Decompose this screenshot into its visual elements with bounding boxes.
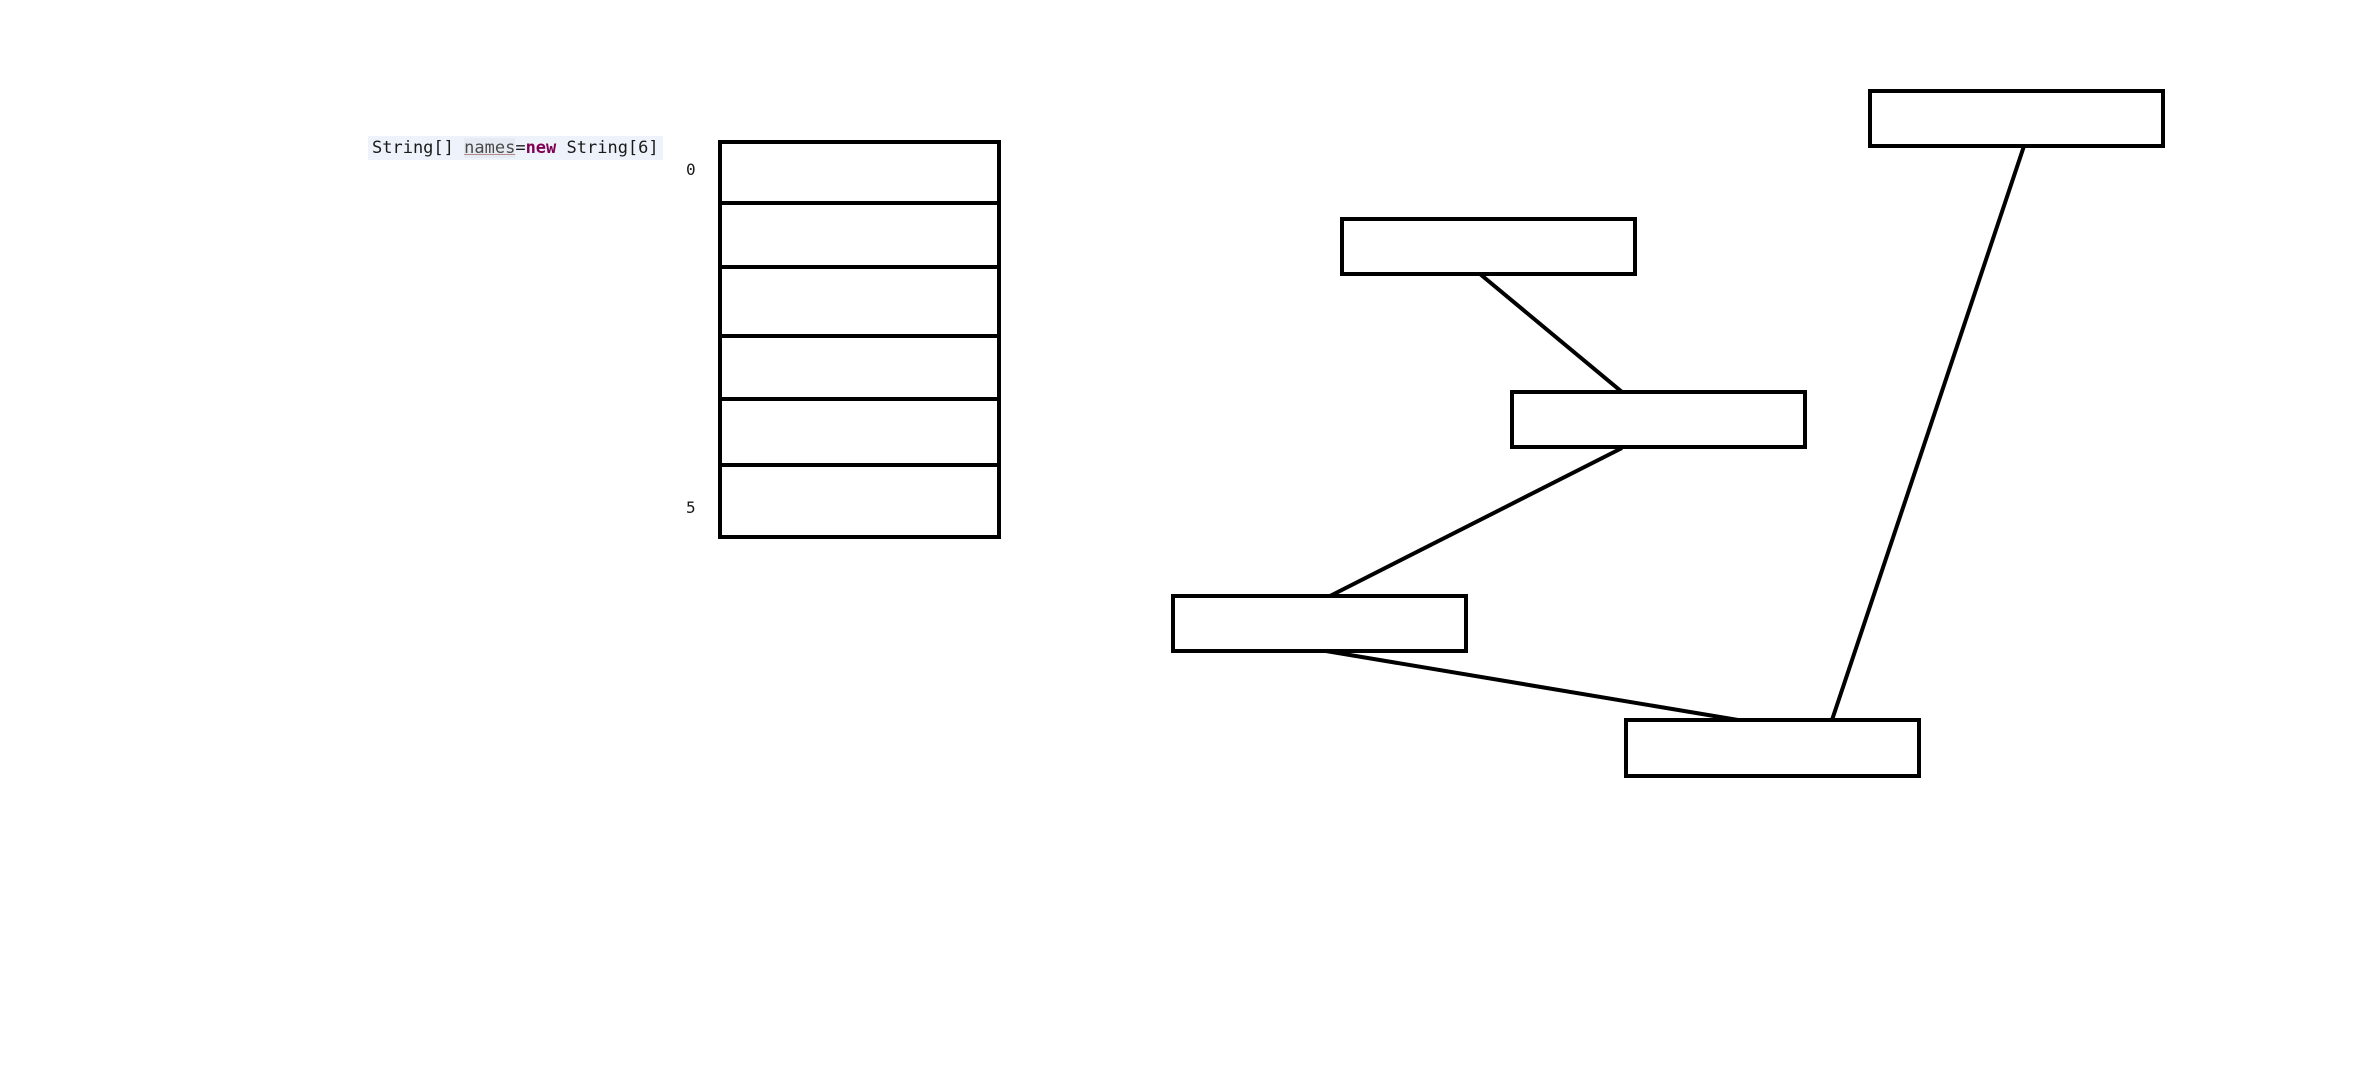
code-constructor: String[6] bbox=[556, 138, 659, 158]
array-index-first: 0 bbox=[686, 160, 696, 179]
code-keyword: new bbox=[525, 138, 557, 158]
array-declaration-code: String[] names=new String[6] bbox=[368, 136, 663, 160]
array-cell-1 bbox=[718, 201, 1001, 269]
connector-line bbox=[1329, 446, 1623, 598]
array-block bbox=[718, 140, 1001, 539]
node-box bbox=[1868, 89, 2165, 148]
linked-nodes bbox=[1171, 89, 2165, 778]
code-variable: names bbox=[464, 138, 516, 158]
connector-line bbox=[1830, 145, 2026, 721]
array-index-last: 5 bbox=[686, 498, 696, 517]
array-cell-0 bbox=[718, 140, 1001, 205]
code-type: String[] bbox=[372, 138, 465, 158]
node-box bbox=[1171, 594, 1468, 653]
array-cell-5 bbox=[718, 463, 1001, 539]
node-box bbox=[1510, 390, 1807, 449]
array-cell-2 bbox=[718, 265, 1001, 338]
node-connectors bbox=[1319, 145, 2026, 722]
array-cell-4 bbox=[718, 397, 1001, 467]
code-operator: = bbox=[515, 138, 526, 158]
connector-line bbox=[1478, 272, 1624, 394]
connector-line bbox=[1319, 648, 1739, 722]
node-box bbox=[1624, 718, 1921, 778]
node-box bbox=[1340, 217, 1637, 276]
array-cell-3 bbox=[718, 334, 1001, 401]
